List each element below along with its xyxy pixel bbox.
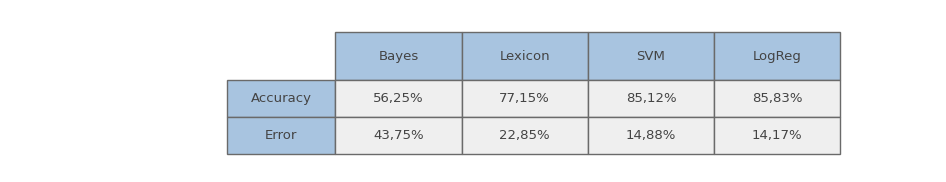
Bar (587, 32, 714, 80)
Bar (462, 80, 587, 117)
Bar (335, 80, 462, 117)
Text: SVM: SVM (637, 50, 665, 63)
Bar (714, 80, 840, 117)
Bar (587, 117, 714, 154)
Text: 77,15%: 77,15% (499, 92, 550, 105)
Text: 14,88%: 14,88% (626, 129, 676, 142)
Bar (462, 117, 587, 154)
Text: LogReg: LogReg (753, 50, 801, 63)
Bar (714, 117, 840, 154)
Bar (587, 80, 714, 117)
Text: Bayes: Bayes (378, 50, 418, 63)
Bar (335, 117, 462, 154)
Bar (227, 117, 335, 154)
Text: 56,25%: 56,25% (373, 92, 424, 105)
Text: Lexicon: Lexicon (499, 50, 550, 63)
Bar (227, 80, 335, 117)
Bar (462, 32, 587, 80)
Text: 22,85%: 22,85% (499, 129, 550, 142)
Text: 85,83%: 85,83% (752, 92, 802, 105)
Text: Accuracy: Accuracy (251, 92, 311, 105)
Text: 14,17%: 14,17% (752, 129, 802, 142)
Text: 85,12%: 85,12% (625, 92, 676, 105)
Bar (335, 32, 462, 80)
Text: 43,75%: 43,75% (373, 129, 424, 142)
Bar (714, 32, 840, 80)
Text: Error: Error (265, 129, 297, 142)
